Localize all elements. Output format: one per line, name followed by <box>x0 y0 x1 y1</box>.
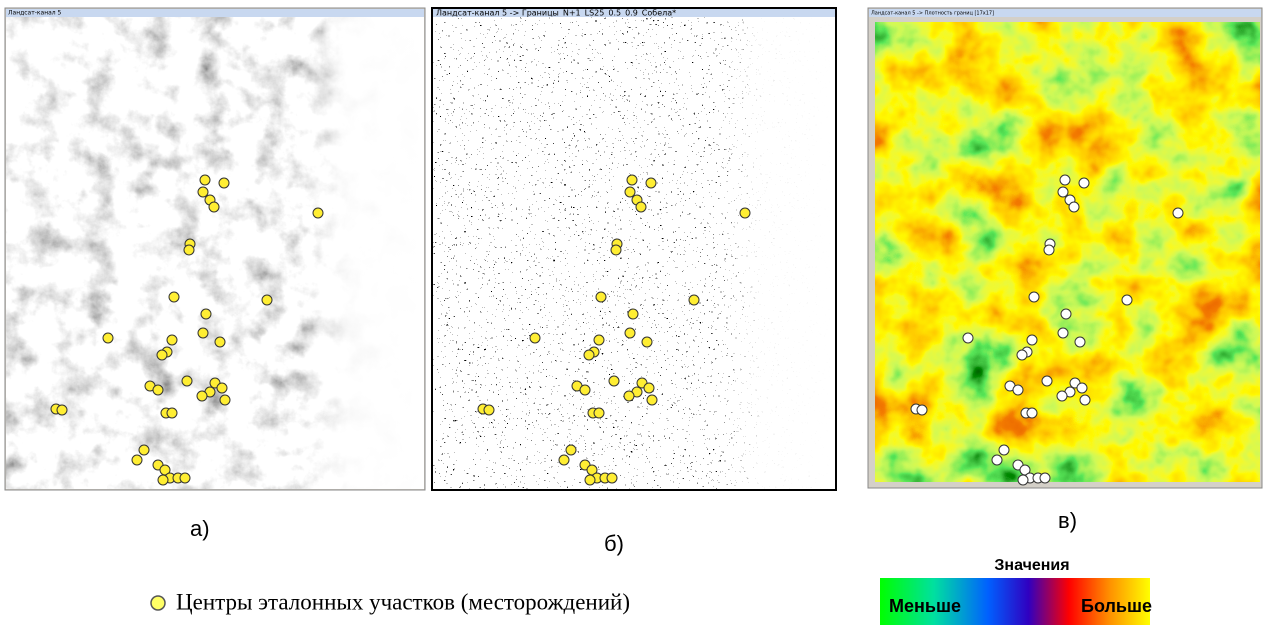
panel-title: Ландсат-канал 5 <box>8 10 62 17</box>
panel-label: а) <box>190 516 210 541</box>
reference-site <box>484 405 494 415</box>
image-bright-area <box>6 17 424 489</box>
reference-site <box>609 376 619 386</box>
reference-site <box>217 383 227 393</box>
reference-site <box>740 208 750 218</box>
reference-site <box>1042 376 1052 386</box>
reference-site <box>1013 385 1023 395</box>
panel-label: в) <box>1058 508 1077 533</box>
reference-site <box>262 295 272 305</box>
reference-site <box>689 295 699 305</box>
panel-title: Ландсат-канал 5 -> Границы_N+1_LS25_0.5_… <box>436 9 676 18</box>
reference-site <box>1029 292 1039 302</box>
reference-site <box>642 337 652 347</box>
image-bright-area <box>433 17 835 489</box>
reference-site <box>1017 350 1027 360</box>
reference-site <box>963 333 973 343</box>
reference-site <box>169 292 179 302</box>
reference-site <box>917 405 927 415</box>
reference-site <box>219 178 229 188</box>
reference-site <box>153 385 163 395</box>
reference-site <box>530 333 540 343</box>
reference-site <box>139 445 149 455</box>
reference-site <box>596 292 606 302</box>
reference-site <box>1061 309 1071 319</box>
reference-site <box>1122 295 1132 305</box>
reference-site <box>1060 175 1070 185</box>
reference-site <box>611 245 621 255</box>
reference-site <box>1057 391 1067 401</box>
reference-site <box>197 391 207 401</box>
reference-site <box>313 208 323 218</box>
reference-site <box>215 337 225 347</box>
reference-site <box>566 445 576 455</box>
reference-site <box>625 328 635 338</box>
reference-site <box>201 309 211 319</box>
panel-label: б) <box>604 531 624 556</box>
reference-site <box>1069 202 1079 212</box>
reference-site <box>1018 475 1028 485</box>
reference-site <box>1080 395 1090 405</box>
reference-site <box>1079 178 1089 188</box>
reference-site <box>184 245 194 255</box>
reference-site <box>1173 208 1183 218</box>
reference-site <box>132 455 142 465</box>
reference-site <box>584 350 594 360</box>
reference-site <box>627 175 637 185</box>
reference-site <box>182 376 192 386</box>
reference-site <box>57 405 67 415</box>
colorbar-low: Меньше <box>889 596 961 616</box>
reference-site <box>1058 328 1068 338</box>
colorbar-high: Больше <box>1081 596 1152 616</box>
reference-site <box>647 395 657 405</box>
reference-site <box>158 475 168 485</box>
reference-site <box>992 455 1002 465</box>
reference-site <box>580 385 590 395</box>
panel-titlebar <box>6 9 424 17</box>
reference-site <box>1027 408 1037 418</box>
reference-site <box>209 202 219 212</box>
reference-site <box>559 455 569 465</box>
figure: Ландсат-канал 5 Ландсат-канал 5 -> Грани… <box>0 0 1276 628</box>
reference-site <box>1040 473 1050 483</box>
reference-site <box>585 475 595 485</box>
reference-site <box>1044 245 1054 255</box>
legend-marker <box>151 596 165 610</box>
reference-site <box>167 335 177 345</box>
reference-site <box>200 175 210 185</box>
reference-site <box>594 335 604 345</box>
reference-site <box>628 309 638 319</box>
panel-title: Ландсат-канал 5 -> Плотность границ [17x… <box>871 11 994 17</box>
reference-site <box>167 408 177 418</box>
reference-site <box>157 350 167 360</box>
reference-site <box>180 473 190 483</box>
reference-site <box>103 333 113 343</box>
reference-site <box>594 408 604 418</box>
reference-site <box>1075 337 1085 347</box>
reference-site <box>1058 187 1068 197</box>
reference-site <box>220 395 230 405</box>
reference-site <box>198 328 208 338</box>
reference-site <box>198 187 208 197</box>
reference-site <box>646 178 656 188</box>
reference-site <box>1027 335 1037 345</box>
reference-site <box>636 202 646 212</box>
colorbar-title: Значения <box>994 557 1069 574</box>
legend-text: Центры эталонных участков (месторождений… <box>176 589 630 614</box>
reference-site <box>607 473 617 483</box>
reference-site <box>644 383 654 393</box>
reference-site <box>624 391 634 401</box>
reference-site <box>999 445 1009 455</box>
reference-site <box>1077 383 1087 393</box>
reference-site <box>625 187 635 197</box>
density-image <box>875 22 1260 482</box>
